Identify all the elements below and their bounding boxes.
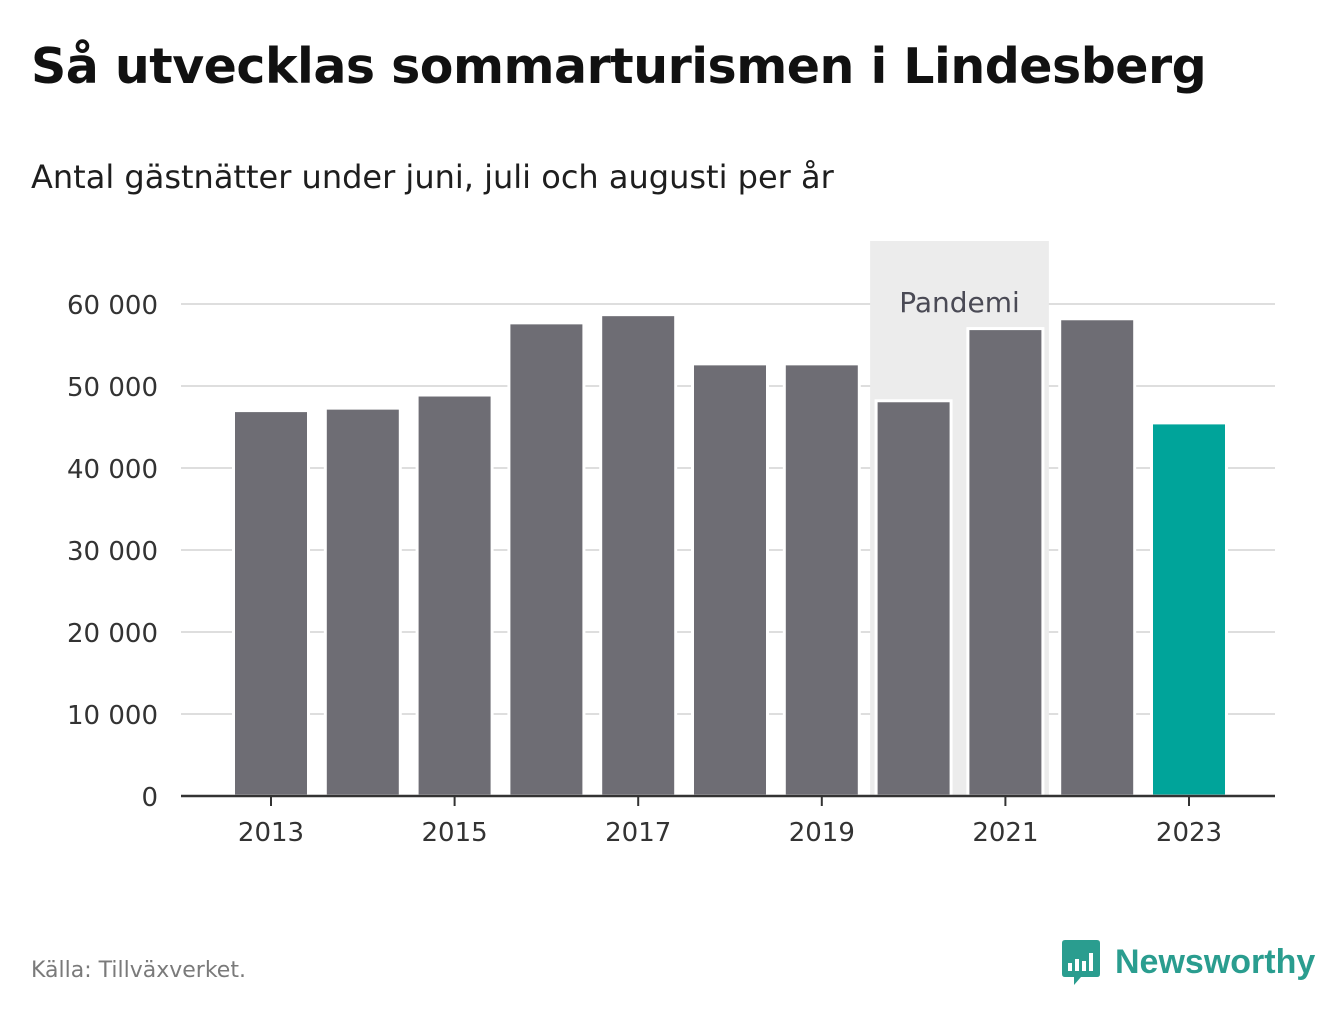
x-tick-label: 2023 xyxy=(1156,818,1222,848)
bar-2016 xyxy=(507,321,586,798)
x-tick-label: 2021 xyxy=(972,818,1038,848)
y-tick-label: 30 000 xyxy=(67,537,158,567)
chart-subtitle: Antal gästnätter under juni, juli och au… xyxy=(31,158,834,196)
bar-2018 xyxy=(691,362,769,798)
bar-2023 xyxy=(1150,421,1228,798)
y-tick-label: 60 000 xyxy=(67,291,158,321)
chart-title: Så utvecklas sommarturismen i Lindesberg xyxy=(31,38,1207,95)
bar-2020 xyxy=(874,399,953,798)
x-tick-label: 2015 xyxy=(422,818,488,848)
bar-2013 xyxy=(232,409,310,798)
y-tick-label: 0 xyxy=(141,783,158,813)
bar-chart: 0 10 000 20 000 30 000 40 000 50 000 60 000 Pan… xyxy=(67,241,1275,848)
y-tick-label: 40 000 xyxy=(67,455,158,485)
source-note: Källa: Tillväxverket. xyxy=(31,958,246,983)
y-tick-label: 10 000 xyxy=(67,701,158,731)
newsworthy-logo-icon xyxy=(1062,940,1100,985)
annotation-label: Pandemi xyxy=(899,286,1020,319)
bar-2014 xyxy=(323,406,402,798)
bar-2019 xyxy=(782,362,861,798)
x-tick-label: 2017 xyxy=(605,818,671,848)
brand-name: Newsworthy xyxy=(1115,942,1316,981)
x-tick-label: 2013 xyxy=(238,818,304,848)
bar-2015 xyxy=(415,393,494,798)
y-tick-label: 50 000 xyxy=(67,373,158,403)
bar-2021 xyxy=(966,327,1045,798)
bar-2017 xyxy=(599,313,678,798)
x-tick-label: 2019 xyxy=(789,818,855,848)
bar-2022 xyxy=(1058,317,1137,798)
brand-logo: Newsworthy xyxy=(1061,938,1315,986)
y-tick-label: 20 000 xyxy=(67,619,158,649)
